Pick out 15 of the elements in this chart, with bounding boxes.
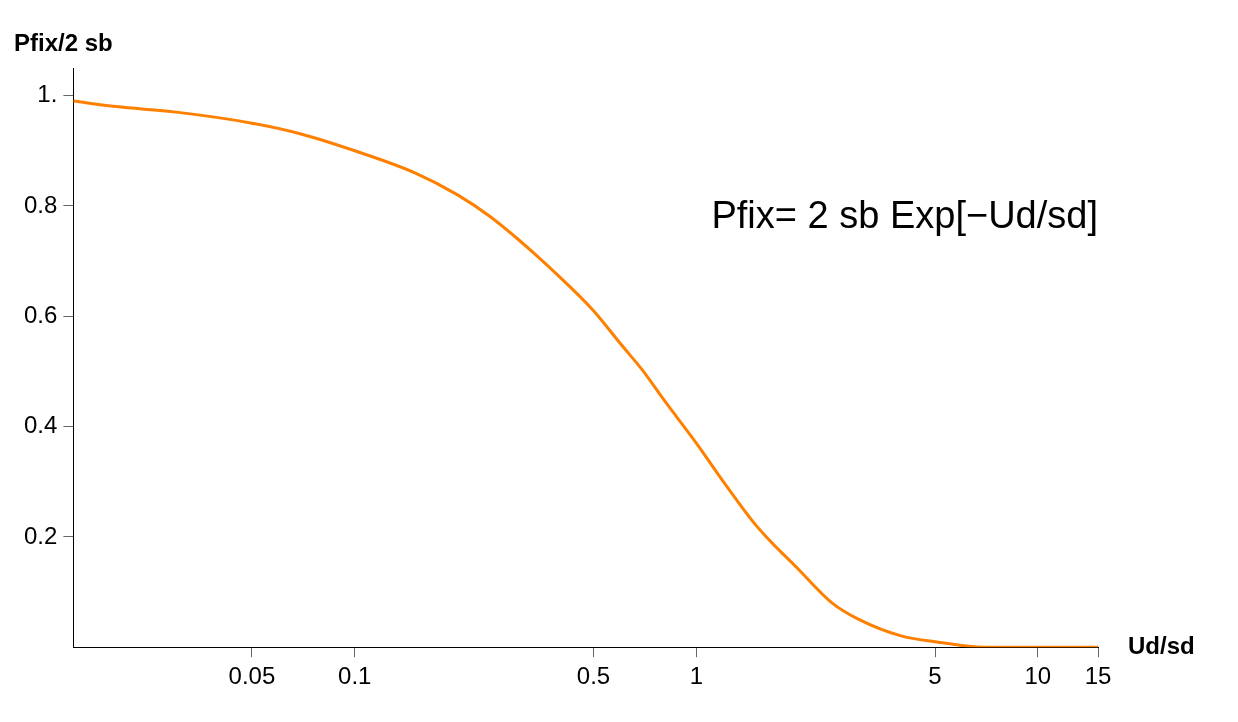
y-tick-label: 0.4 xyxy=(23,411,58,439)
annotation: Pfix= 2 sb Exp[−Ud/sd] xyxy=(711,194,1098,237)
x-tick-label: 0.5 xyxy=(576,662,611,690)
x-tick-label: 1 xyxy=(689,662,703,690)
x-tick-label: 15 xyxy=(1084,662,1112,690)
y-axis-title: Pfix/2 sb xyxy=(14,28,113,56)
y-tick-label: 0.2 xyxy=(23,521,58,549)
x-tick-label: 0.05 xyxy=(228,662,276,690)
x-tick-label: 0.1 xyxy=(338,662,372,690)
y-tick-label: 1. xyxy=(37,80,58,108)
x-axis-title: Ud/sd xyxy=(1128,631,1195,659)
x-tick-label: 10 xyxy=(1024,662,1052,690)
x-tick-label: 5 xyxy=(928,662,942,690)
y-tick-label: 0.8 xyxy=(23,190,58,218)
y-tick-label: 0.6 xyxy=(23,300,58,328)
